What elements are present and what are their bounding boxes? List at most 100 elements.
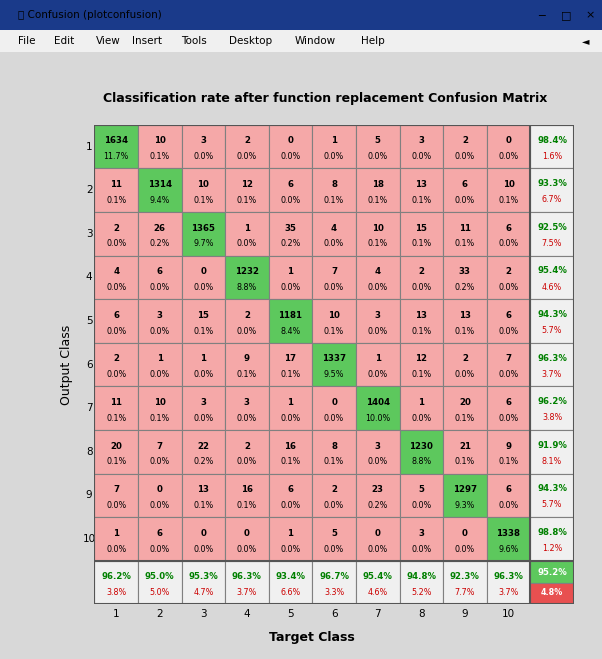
Text: 0.0%: 0.0%	[193, 370, 214, 379]
Text: 0.1%: 0.1%	[411, 370, 432, 379]
Text: 0.1%: 0.1%	[106, 196, 126, 205]
Text: 7: 7	[157, 442, 163, 451]
Text: 8.8%: 8.8%	[237, 283, 257, 292]
Text: 5: 5	[287, 609, 294, 619]
Text: 7: 7	[86, 403, 93, 413]
Bar	[356, 343, 400, 386]
Text: 0.0%: 0.0%	[237, 152, 257, 161]
Bar	[95, 125, 138, 169]
Text: 3: 3	[418, 529, 424, 538]
Text: 4: 4	[374, 268, 381, 276]
Text: 8: 8	[86, 447, 93, 457]
Text: 6: 6	[157, 529, 163, 538]
Text: 94.8%: 94.8%	[406, 571, 436, 581]
Bar	[268, 212, 312, 256]
Text: 98.4%: 98.4%	[537, 136, 567, 144]
Bar	[530, 343, 574, 386]
Text: 98.8%: 98.8%	[537, 528, 567, 537]
Bar	[443, 169, 486, 212]
Bar	[443, 125, 486, 169]
Text: 10.0%: 10.0%	[365, 414, 390, 422]
Bar	[182, 299, 225, 343]
Bar	[225, 386, 268, 430]
Bar	[486, 343, 530, 386]
Text: 3: 3	[418, 136, 424, 146]
Text: 2: 2	[113, 223, 119, 233]
Text: 96.3%: 96.3%	[232, 571, 262, 581]
Bar	[182, 256, 225, 299]
Text: 3.3%: 3.3%	[324, 588, 344, 596]
Bar	[182, 474, 225, 517]
Text: 3.7%: 3.7%	[542, 370, 562, 379]
Text: 1: 1	[331, 136, 337, 146]
Text: 95.4%: 95.4%	[363, 571, 393, 581]
Bar	[182, 125, 225, 169]
Text: 3: 3	[374, 442, 380, 451]
Bar	[225, 256, 268, 299]
Text: 6: 6	[506, 485, 512, 494]
Text: 6: 6	[506, 311, 512, 320]
Text: 0.1%: 0.1%	[193, 327, 214, 335]
Text: 0.0%: 0.0%	[150, 283, 170, 292]
Text: 0.0%: 0.0%	[368, 544, 388, 554]
Text: 0.1%: 0.1%	[498, 457, 518, 467]
Bar	[138, 474, 182, 517]
Text: 7: 7	[331, 268, 337, 276]
Text: 0.0%: 0.0%	[106, 239, 126, 248]
Bar	[530, 299, 574, 343]
Text: 0.2%: 0.2%	[367, 501, 388, 510]
Bar	[225, 212, 268, 256]
Text: 2: 2	[418, 268, 424, 276]
Text: ◄: ◄	[583, 36, 590, 46]
Text: 0.1%: 0.1%	[368, 239, 388, 248]
Text: 0.0%: 0.0%	[498, 327, 518, 335]
Text: 1: 1	[288, 529, 294, 538]
Bar	[486, 299, 530, 343]
Text: 11: 11	[110, 398, 122, 407]
Text: 16: 16	[241, 485, 253, 494]
Text: 0.0%: 0.0%	[498, 370, 518, 379]
Text: 2: 2	[462, 136, 468, 146]
Bar	[225, 561, 268, 604]
Bar	[268, 125, 312, 169]
Text: 0.1%: 0.1%	[106, 414, 126, 422]
Bar	[268, 430, 312, 474]
Text: 10: 10	[197, 180, 209, 189]
Text: 94.3%: 94.3%	[537, 310, 567, 319]
Text: 16: 16	[285, 442, 297, 451]
Bar	[486, 256, 530, 299]
Bar	[356, 299, 400, 343]
Text: 0.0%: 0.0%	[150, 327, 170, 335]
Text: 13: 13	[197, 485, 209, 494]
Text: 0.0%: 0.0%	[281, 283, 300, 292]
Text: 0.0%: 0.0%	[498, 283, 518, 292]
Text: 5: 5	[331, 529, 337, 538]
Text: 94.3%: 94.3%	[537, 484, 567, 494]
Text: 26: 26	[154, 223, 166, 233]
Text: 11: 11	[459, 223, 471, 233]
Text: 0.0%: 0.0%	[193, 283, 214, 292]
Text: 0.1%: 0.1%	[193, 196, 214, 205]
Bar	[400, 343, 443, 386]
Text: 10: 10	[154, 136, 166, 146]
Text: ×: ×	[585, 10, 595, 20]
Text: 1.6%: 1.6%	[542, 152, 562, 161]
Bar	[225, 299, 268, 343]
Bar	[138, 125, 182, 169]
Bar	[312, 517, 356, 561]
Text: 9.4%: 9.4%	[149, 196, 170, 205]
Bar	[268, 256, 312, 299]
Text: 1404: 1404	[365, 398, 389, 407]
Text: 13: 13	[459, 311, 471, 320]
Bar	[400, 386, 443, 430]
Text: 96.3%: 96.3%	[537, 354, 567, 362]
Bar	[400, 212, 443, 256]
Text: 1: 1	[157, 355, 163, 363]
Bar	[312, 561, 356, 604]
Text: 13: 13	[415, 180, 427, 189]
Bar	[530, 474, 574, 517]
Text: 15: 15	[415, 223, 427, 233]
Bar	[356, 474, 400, 517]
Text: 4.7%: 4.7%	[193, 588, 214, 596]
Text: 6: 6	[462, 180, 468, 189]
